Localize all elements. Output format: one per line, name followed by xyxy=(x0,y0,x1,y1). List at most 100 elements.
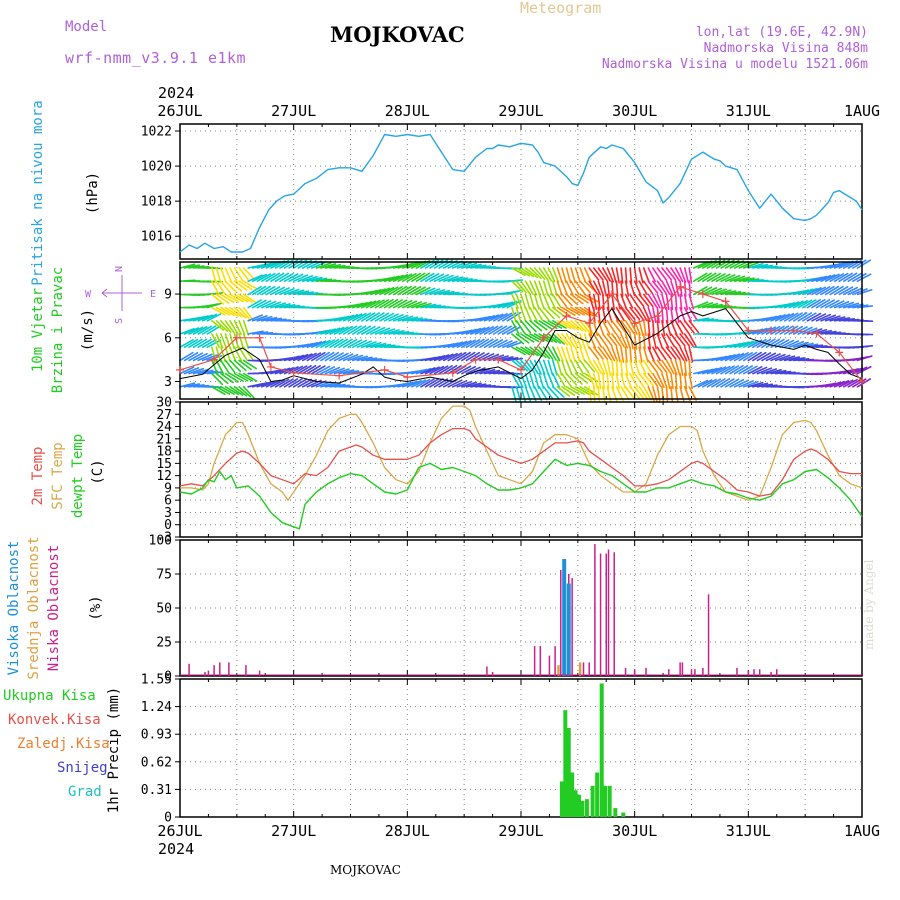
dewpt-axis-title: dewpt Temp xyxy=(70,434,86,518)
precip-bar xyxy=(613,808,618,817)
cloud-bar xyxy=(707,594,710,676)
precip-bar xyxy=(590,785,595,817)
precip-legend-item: Snijeg xyxy=(57,760,108,776)
cloud-bar xyxy=(207,670,210,676)
y-tick-label: 0.31 xyxy=(141,783,172,798)
mid-cloud-axis-title: Srednja Oblacnost xyxy=(26,536,42,679)
dewpt-line xyxy=(179,458,863,530)
cloud-bar xyxy=(557,665,560,676)
precip-bar xyxy=(599,683,604,817)
cloud-bar xyxy=(562,559,567,676)
cloud-bar xyxy=(681,662,684,676)
cloud-bar xyxy=(213,665,215,676)
wind-gust-marker xyxy=(232,333,241,342)
cloud-bar xyxy=(554,646,556,676)
panel-wind: 3 6 9 xyxy=(164,261,863,400)
panel-pressure: 1016 1018 1020 1022 xyxy=(141,123,863,260)
wind-speed-line xyxy=(179,308,863,384)
x-tick-label-bottom: 26JUL xyxy=(157,822,202,840)
cloud-bar xyxy=(245,665,247,676)
x-tick-label-top: 28JUL xyxy=(385,102,430,120)
compass-south: S xyxy=(114,318,125,324)
cloud-bar xyxy=(613,552,615,676)
cloud-bar xyxy=(776,669,778,676)
y-tick-label: 24 xyxy=(156,420,172,435)
wind-gust-marker xyxy=(789,326,798,335)
wind-gust-marker xyxy=(380,365,389,374)
credit-label: made by Angel xyxy=(862,559,876,650)
x-tick-label-bottom: 27JUL xyxy=(271,822,316,840)
wind-gust-marker xyxy=(448,368,457,377)
cloud-bar xyxy=(605,553,607,676)
station-title: MOJKOVAC xyxy=(330,22,465,47)
cloud-bar xyxy=(736,667,738,676)
wind-gust-marker xyxy=(653,311,662,320)
wind-gust-marker xyxy=(266,362,275,371)
panel-frame xyxy=(179,401,863,538)
y-tick-label: 0 xyxy=(164,811,172,826)
cloud-bar xyxy=(566,583,571,676)
cloud-bar xyxy=(588,662,590,676)
cloud-bar xyxy=(188,663,190,676)
precip-bar xyxy=(570,772,575,817)
model-altitude-label: Nadmorska Visina u modelu 1521.06m xyxy=(601,57,868,72)
wind-gust-marker xyxy=(517,365,525,374)
model-label: Model xyxy=(65,19,108,35)
panel-precip: 0 0.31 0.62 0.93 1.24 1.55 xyxy=(141,673,863,826)
cloud-bar xyxy=(645,667,647,676)
x-tick-label-bottom: 29JUL xyxy=(498,822,543,840)
panel-frame xyxy=(179,678,863,818)
year-label-top: 2024 xyxy=(158,84,195,102)
y-tick-label: 1022 xyxy=(141,125,172,140)
compass-west: W xyxy=(85,289,92,300)
panel-frame xyxy=(179,539,863,677)
precip-legend-item: Ukupna Kisa xyxy=(3,688,96,704)
cloud-bar xyxy=(633,669,636,676)
wind-gust-marker xyxy=(767,326,776,335)
x-tick-label-top: 31JUL xyxy=(726,102,771,120)
precip-bar xyxy=(559,781,564,817)
wind-gust-line xyxy=(179,286,863,382)
sfc-temp-line xyxy=(180,405,863,501)
cloud-bar xyxy=(753,669,755,676)
cloud-unit: (%) xyxy=(88,595,104,620)
wind-axis-subtitle: Brzina i Pravac xyxy=(50,267,66,393)
y-tick-label: 0.62 xyxy=(141,755,172,770)
wind-gust-marker xyxy=(721,297,730,306)
x-tick-label-bottom: 28JUL xyxy=(385,822,430,840)
wind-gust-marker xyxy=(255,333,264,342)
compass-north: N xyxy=(114,266,125,272)
meteogram-label: Meteogram xyxy=(520,0,602,17)
cloud-bar xyxy=(694,669,696,676)
precip-bar xyxy=(563,710,568,817)
precip-bar xyxy=(573,790,578,817)
wind-gust-marker xyxy=(812,329,821,338)
cloud-bar xyxy=(533,646,536,676)
wind-unit: (m/s) xyxy=(80,309,96,351)
cloud-bar xyxy=(690,669,693,676)
cloud-bar xyxy=(219,662,221,676)
precip-bar xyxy=(621,812,626,817)
footer-station: MOJKOVAC xyxy=(330,863,401,877)
wind-gust-marker xyxy=(176,365,184,374)
y-tick-label: 0 xyxy=(164,518,172,533)
compass-cross xyxy=(101,275,142,311)
cloud-bar xyxy=(607,549,610,676)
temp-2m-line xyxy=(179,427,862,497)
precip-legend-item: Zaledj.Kisa xyxy=(17,736,110,752)
temp-unit: (C) xyxy=(90,459,106,484)
wind-gust-marker xyxy=(858,377,866,386)
precip-bar xyxy=(566,727,571,817)
cloud-bar xyxy=(539,646,542,676)
y-tick-label: 100 xyxy=(149,534,172,549)
cloud-bar xyxy=(560,569,562,676)
y-tick-label: -3 xyxy=(156,531,172,546)
cloud-bar xyxy=(486,666,488,676)
wind-gust-marker xyxy=(744,326,753,335)
x-tick-label-top: 26JUL xyxy=(157,102,202,120)
precip-legend-item: Grad xyxy=(68,784,102,800)
y-tick-label: 1016 xyxy=(141,230,172,245)
cloud-bar xyxy=(491,671,494,676)
y-tick-label: 50 xyxy=(156,602,172,617)
